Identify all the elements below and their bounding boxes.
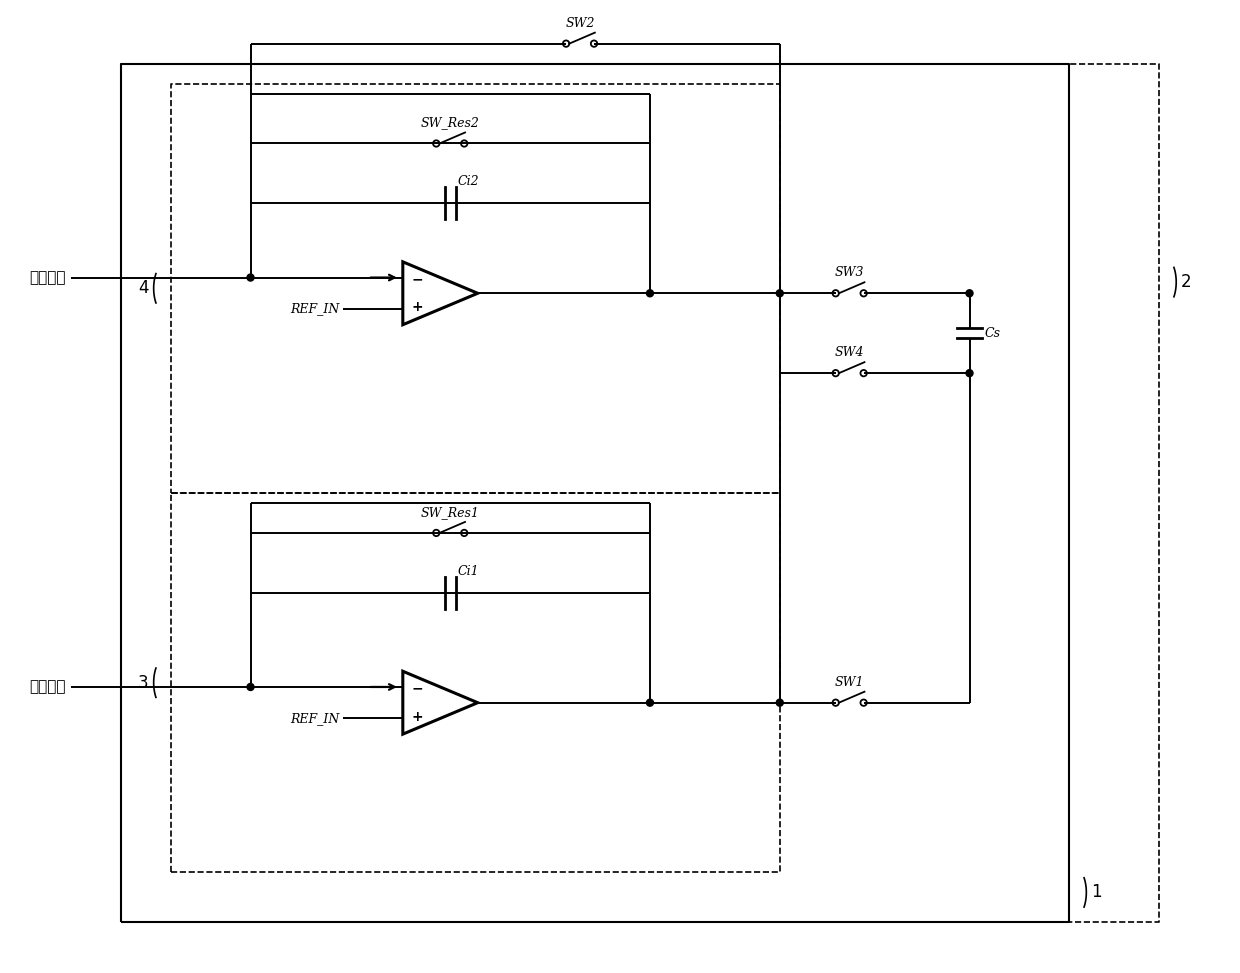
Circle shape xyxy=(966,290,973,297)
Text: Ci1: Ci1 xyxy=(458,565,480,578)
Circle shape xyxy=(646,700,653,706)
Text: −: − xyxy=(412,681,423,696)
Text: Ci2: Ci2 xyxy=(458,175,480,189)
Text: Cs: Cs xyxy=(985,327,1001,340)
Text: 4: 4 xyxy=(138,279,149,298)
Text: REF_IN: REF_IN xyxy=(290,712,340,725)
Text: SW2: SW2 xyxy=(565,17,595,29)
Text: REF_IN: REF_IN xyxy=(290,303,340,315)
Text: 2: 2 xyxy=(1182,273,1192,291)
Text: SW_Res1: SW_Res1 xyxy=(420,506,480,519)
Circle shape xyxy=(247,274,254,281)
Text: 指纹信号: 指纹信号 xyxy=(30,270,66,285)
Text: 1: 1 xyxy=(1091,883,1102,901)
Circle shape xyxy=(776,290,784,297)
Text: SW1: SW1 xyxy=(835,675,864,689)
Text: SW3: SW3 xyxy=(835,267,864,279)
Text: SW_Res2: SW_Res2 xyxy=(420,117,480,129)
Circle shape xyxy=(966,370,973,377)
Text: −: − xyxy=(412,272,423,286)
Circle shape xyxy=(776,700,784,706)
Text: 共模信号: 共模信号 xyxy=(30,679,66,695)
Text: 3: 3 xyxy=(138,673,149,692)
Text: +: + xyxy=(412,710,423,724)
Circle shape xyxy=(646,290,653,297)
Text: +: + xyxy=(412,301,423,314)
Circle shape xyxy=(247,683,254,691)
Text: SW4: SW4 xyxy=(835,346,864,359)
